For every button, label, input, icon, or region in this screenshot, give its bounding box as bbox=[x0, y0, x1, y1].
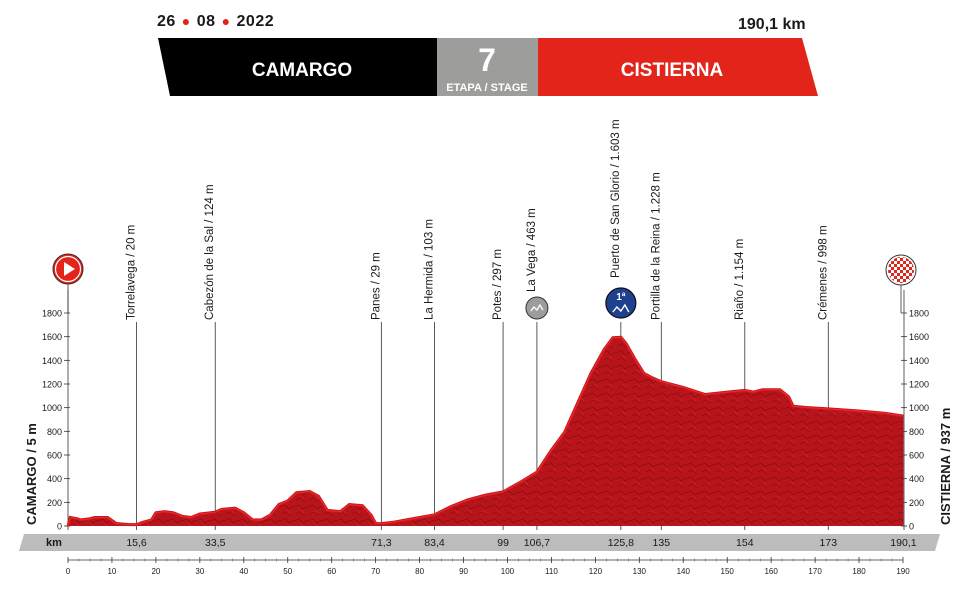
y-tick-label-right: 200 bbox=[909, 498, 924, 508]
waypoint-km-label: 154 bbox=[736, 537, 754, 549]
waypoint-km-label: 135 bbox=[653, 537, 671, 549]
elevation-profile-area bbox=[68, 336, 904, 526]
y-tick-label-left: 1200 bbox=[42, 380, 62, 390]
y-tick-label-right: 600 bbox=[909, 451, 924, 461]
waypoint-km-label: 106,7 bbox=[524, 537, 550, 549]
x-tick-label: 180 bbox=[852, 567, 866, 576]
stage-date: 26 ● 08 ● 2022 bbox=[157, 13, 274, 31]
y-tick-label-right: 1600 bbox=[909, 332, 929, 342]
y-tick-label-left: 800 bbox=[47, 427, 62, 437]
sprint-icon-mark bbox=[530, 303, 544, 312]
stage-number: 7 bbox=[478, 42, 496, 78]
y-tick-label-right: 400 bbox=[909, 474, 924, 484]
waypoint-label: Torrelavega / 20 m bbox=[126, 225, 138, 320]
waypoint-label: Riaño / 1.154 m bbox=[734, 239, 746, 320]
waypoint-km-label: 33,5 bbox=[205, 537, 226, 549]
y-tick-label-left: 600 bbox=[47, 451, 62, 461]
finish-city-name: CISTIERNA bbox=[621, 60, 724, 81]
y-tick-label-left: 1800 bbox=[42, 309, 62, 319]
y-tick-label-right: 800 bbox=[909, 427, 924, 437]
waypoint-label: La Vega / 463 m bbox=[526, 208, 538, 292]
checkered-flag-icon-pattern bbox=[888, 257, 914, 283]
x-tick-label: 40 bbox=[239, 567, 248, 576]
x-tick-label: 10 bbox=[107, 567, 116, 576]
waypoint-km-label: 99 bbox=[497, 537, 509, 549]
y-tick-label-left: 1000 bbox=[42, 403, 62, 413]
waypoint-km-label: 15,6 bbox=[126, 537, 147, 549]
x-tick-label: 70 bbox=[371, 567, 380, 576]
x-tick-label: 50 bbox=[283, 567, 292, 576]
mountain-climb-icon: 1ª bbox=[605, 287, 637, 319]
y-tick-label-right: 1800 bbox=[909, 309, 929, 319]
x-tick-label: 60 bbox=[327, 567, 336, 576]
date-separator-dot: ● bbox=[181, 13, 191, 29]
x-tick-label: 120 bbox=[589, 567, 603, 576]
play-icon bbox=[52, 253, 84, 285]
start-city-band bbox=[158, 38, 437, 96]
waypoint-km-label: 71,3 bbox=[371, 537, 392, 549]
x-tick-label: 30 bbox=[195, 567, 204, 576]
date-year: 2022 bbox=[236, 13, 275, 30]
x-tick-label: 90 bbox=[459, 567, 468, 576]
x-tick-label: 80 bbox=[415, 567, 424, 576]
stage-distance: 190,1 km bbox=[738, 16, 806, 33]
waypoint-label: Panes / 29 m bbox=[370, 252, 382, 320]
play-icon-triangle bbox=[64, 262, 75, 276]
date-month: 08 bbox=[196, 13, 216, 30]
x-tick-label: 20 bbox=[151, 567, 160, 576]
stage-banner: CAMARGO 7 ETAPA / STAGE CISTIERNA bbox=[158, 38, 818, 96]
waypoint-km-label: 190,1 bbox=[890, 537, 916, 549]
right-axis-label: CISTIERNA / 937 m bbox=[938, 408, 953, 525]
stage-label: ETAPA / STAGE bbox=[446, 82, 528, 94]
y-tick-label-left: 200 bbox=[47, 498, 62, 508]
x-tick-label: 170 bbox=[808, 567, 822, 576]
waypoint-km-label: 83,4 bbox=[424, 537, 445, 549]
mountain-climb-category: 1ª bbox=[616, 292, 626, 303]
finish-city-band bbox=[538, 38, 818, 96]
date-separator-dot: ● bbox=[221, 13, 231, 29]
waypoint-km-label: 125,8 bbox=[608, 537, 634, 549]
y-tick-label-left: 0 bbox=[57, 522, 62, 532]
stage-number-band bbox=[437, 38, 538, 96]
y-tick-label-left: 1400 bbox=[42, 356, 62, 366]
elevation-profile-highlight bbox=[67, 336, 904, 527]
waypoint-label: Crémenes / 998 m bbox=[817, 225, 829, 320]
waypoint-km-label: 173 bbox=[820, 537, 838, 549]
km-band-label: km bbox=[46, 537, 62, 549]
waypoint-label: Cabezón de la Sal / 124 m bbox=[204, 184, 216, 320]
y-tick-label-right: 1000 bbox=[909, 403, 929, 413]
waypoint-label: Potes / 297 m bbox=[492, 249, 504, 320]
y-tick-label-left: 400 bbox=[47, 474, 62, 484]
x-tick-label: 140 bbox=[677, 567, 691, 576]
checkered-flag-icon bbox=[885, 254, 917, 286]
x-tick-label: 100 bbox=[501, 567, 515, 576]
x-tick-label: 130 bbox=[633, 567, 647, 576]
x-tick-label: 160 bbox=[764, 567, 778, 576]
waypoint-label: Portilla de la Reina / 1.228 m bbox=[650, 172, 662, 320]
sprint-icon bbox=[525, 296, 549, 320]
x-tick-label: 190 bbox=[896, 567, 910, 576]
waypoint-label: La Hermida / 103 m bbox=[424, 219, 436, 320]
x-tick-label: 0 bbox=[66, 567, 71, 576]
date-day: 26 bbox=[157, 13, 176, 30]
y-tick-label-left: 1600 bbox=[42, 332, 62, 342]
x-tick-label: 110 bbox=[545, 567, 558, 576]
x-tick-label: 150 bbox=[721, 567, 735, 576]
left-axis-label: CAMARGO / 5 m bbox=[24, 423, 39, 525]
y-tick-label-right: 0 bbox=[909, 522, 914, 532]
mountain-climb-icon-mark bbox=[612, 303, 630, 313]
km-band bbox=[19, 534, 940, 551]
y-tick-label-right: 1400 bbox=[909, 356, 929, 366]
waypoint-label: Puerto de San Glorio / 1.603 m bbox=[610, 119, 622, 278]
y-tick-label-right: 1200 bbox=[909, 380, 929, 390]
sprint-icon-circle bbox=[525, 296, 549, 320]
play-icon-ring bbox=[54, 255, 82, 283]
start-city-name: CAMARGO bbox=[252, 60, 352, 81]
